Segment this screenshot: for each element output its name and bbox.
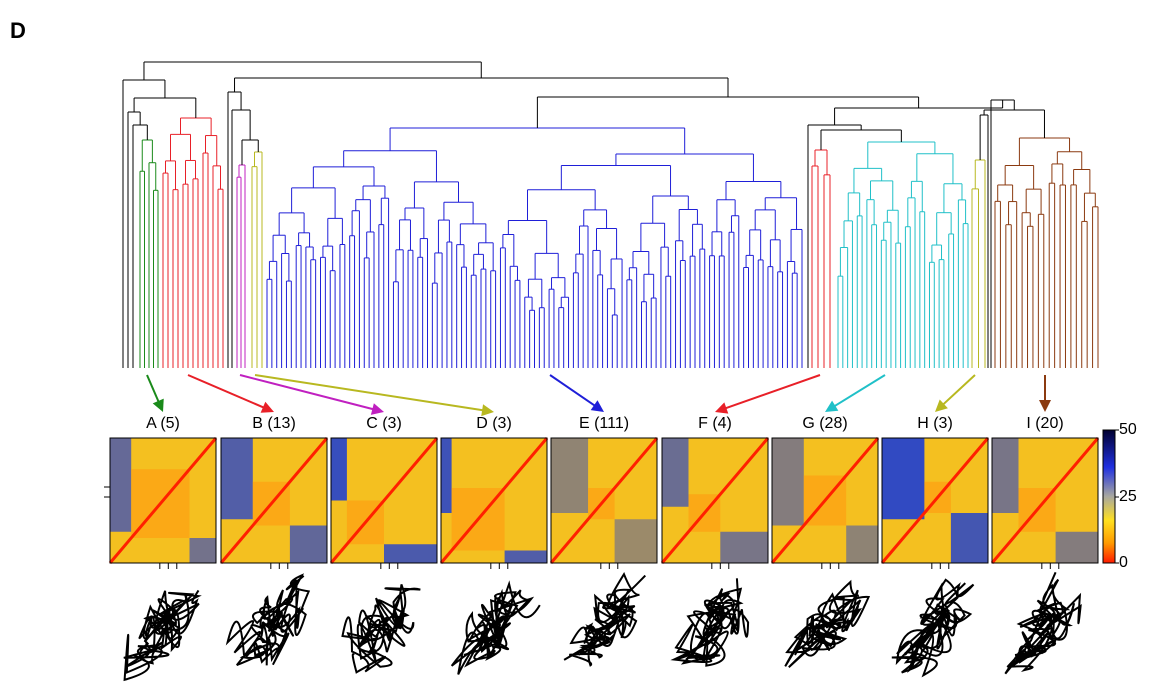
chromatin-structure (452, 584, 540, 675)
cluster-label: I (20) (1026, 415, 1063, 432)
map-block (190, 538, 217, 563)
map-block (951, 513, 988, 563)
colorbar-tick-label: 0 (1119, 554, 1128, 571)
arrow (723, 375, 820, 409)
arrow-head (825, 401, 838, 412)
arrow (240, 375, 376, 410)
map-block (1056, 532, 1098, 563)
cluster-label: E (111) (579, 415, 629, 432)
cluster-label: A (5) (146, 415, 180, 432)
map-block (505, 551, 547, 564)
contact-map (551, 438, 657, 563)
arrow (550, 375, 597, 407)
map-block (551, 438, 588, 513)
colorbar (1103, 430, 1115, 563)
arrow-head (591, 400, 604, 412)
chromatin-structure (228, 575, 309, 665)
chromatin-structure (785, 582, 868, 667)
panel-label: D (10, 18, 26, 43)
dendrogram (123, 62, 1098, 368)
colorbar-tick-label: 25 (1119, 488, 1137, 505)
chromatin-structure (674, 578, 748, 665)
map-block (662, 438, 689, 507)
contact-map (992, 438, 1098, 563)
map-block (772, 438, 804, 526)
map-block (882, 438, 924, 519)
map-block (992, 438, 1019, 513)
arrow-head (715, 402, 728, 413)
map-block (441, 438, 452, 513)
chromatin-structure (892, 580, 974, 675)
contact-map (331, 438, 437, 563)
map-block (720, 532, 768, 563)
chromatin-structure (124, 590, 199, 679)
arrow (147, 375, 160, 405)
arrow (832, 375, 885, 408)
map-block (331, 438, 347, 501)
cluster-label: C (3) (366, 415, 402, 432)
map-block (615, 519, 657, 563)
chromatin-structure (564, 574, 645, 665)
arrow (941, 375, 975, 407)
contact-map (772, 438, 878, 563)
contact-map (110, 438, 216, 563)
map-block (290, 526, 327, 564)
chromatin-structure (1005, 572, 1080, 673)
contact-map (882, 438, 988, 563)
contact-map (441, 438, 547, 563)
arrow (188, 375, 267, 409)
arrow (255, 375, 486, 411)
cluster-label: H (3) (917, 415, 953, 432)
arrow-head (371, 403, 384, 415)
cluster-label: B (13) (252, 415, 296, 432)
chromatin-structure (343, 584, 421, 672)
contact-map (221, 438, 327, 563)
map-block (221, 438, 253, 519)
map-block (110, 438, 131, 532)
figure-panel: D A (5) B (13) C (3) D (3) E (111) F (4) G (28… (0, 0, 1152, 686)
cluster-label: F (4) (698, 415, 732, 432)
colorbar-tick-label: 50 (1119, 421, 1137, 438)
cluster-label: D (3) (476, 415, 512, 432)
arrow-head (1039, 400, 1051, 412)
contact-map (662, 438, 768, 563)
map-block (846, 526, 878, 564)
cluster-label: G (28) (802, 415, 847, 432)
map-block (384, 544, 437, 563)
